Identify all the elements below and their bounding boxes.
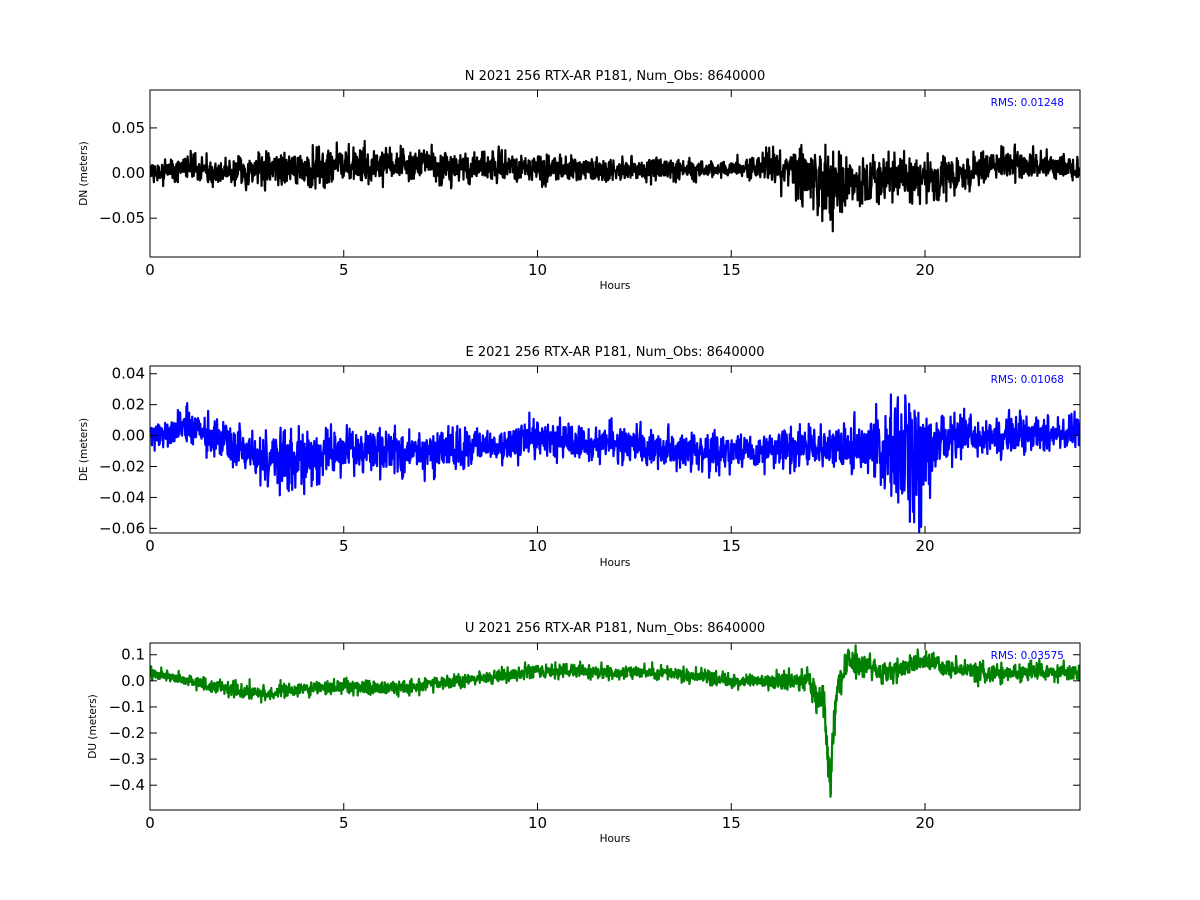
rms-annotation: RMS: 0.01248 (991, 97, 1064, 109)
x-tick-label: 15 (722, 814, 741, 832)
x-tick-label: 15 (722, 261, 741, 279)
x-tick-label: 0 (145, 537, 155, 555)
x-tick-label: 5 (339, 814, 349, 832)
y-tick-label: −0.3 (109, 750, 145, 768)
x-axis: 0 5 10 15 20 (145, 90, 935, 279)
y-axis: 0.05 0.00 −0.05 (99, 119, 1080, 227)
y-tick-label: 0.02 (112, 396, 145, 414)
axes-frame (149, 365, 1081, 534)
y-tick-label: −0.02 (99, 458, 145, 476)
y-tick-label: 0.04 (112, 365, 145, 383)
x-tick-label: 5 (339, 261, 349, 279)
y-axis-label: DE (meters) (78, 418, 90, 481)
y-axis-label: DU (meters) (87, 694, 99, 758)
x-tick-label: 20 (915, 261, 934, 279)
y-tick-label: 0.00 (112, 164, 145, 182)
x-axis: 0 5 10 15 20 (145, 643, 935, 832)
x-tick-label: 10 (528, 814, 547, 832)
up-panel: U 2021 256 RTX-AR P181, Num_Obs: 8640000… (87, 621, 1081, 845)
y-axis: 0.04 0.02 0.00 −0.02 −0.04 −0.06 (99, 365, 1080, 537)
y-tick-label: −0.1 (109, 698, 145, 716)
rms-annotation: RMS: 0.01068 (991, 374, 1064, 386)
plot-area (150, 644, 1080, 798)
series-line (150, 644, 1080, 798)
north-panel: N 2021 256 RTX-AR P181, Num_Obs: 8640000… (78, 69, 1081, 292)
x-tick-label: 10 (528, 537, 547, 555)
y-tick-label: −0.4 (109, 776, 145, 794)
plot-area (150, 393, 1080, 533)
y-tick-label: −0.05 (99, 209, 145, 227)
y-axis-label: DN (meters) (78, 141, 90, 206)
y-tick-label: 0.0 (121, 672, 145, 690)
y-tick-label: 0.00 (112, 427, 145, 445)
plot-area (150, 139, 1080, 233)
series-line (150, 393, 1080, 533)
y-axis: 0.1 0.0 −0.1 −0.2 −0.3 −0.4 (109, 646, 1080, 794)
axes-frame (149, 642, 1081, 811)
x-axis-label: Hours (600, 833, 631, 845)
east-panel: E 2021 256 RTX-AR P181, Num_Obs: 8640000… (78, 345, 1081, 569)
x-axis-label: Hours (600, 280, 631, 292)
x-tick-label: 15 (722, 537, 741, 555)
panel-title: E 2021 256 RTX-AR P181, Num_Obs: 8640000 (466, 345, 765, 360)
x-tick-label: 10 (528, 261, 547, 279)
x-tick-label: 5 (339, 537, 349, 555)
y-tick-label: 0.1 (121, 646, 145, 664)
y-tick-label: 0.05 (112, 119, 145, 137)
y-tick-label: −0.06 (99, 519, 145, 537)
series-line (150, 139, 1080, 233)
panel-title: U 2021 256 RTX-AR P181, Num_Obs: 8640000 (465, 621, 765, 636)
x-axis-label: Hours (600, 557, 631, 569)
panel-title: N 2021 256 RTX-AR P181, Num_Obs: 8640000 (465, 69, 765, 84)
x-tick-label: 20 (915, 537, 934, 555)
x-tick-label: 0 (145, 261, 155, 279)
y-tick-label: −0.04 (99, 488, 145, 506)
rms-annotation: RMS: 0.03575 (991, 650, 1064, 662)
y-tick-label: −0.2 (109, 724, 145, 742)
x-axis: 0 5 10 15 20 (145, 366, 935, 555)
x-tick-label: 20 (915, 814, 934, 832)
x-tick-label: 0 (145, 814, 155, 832)
